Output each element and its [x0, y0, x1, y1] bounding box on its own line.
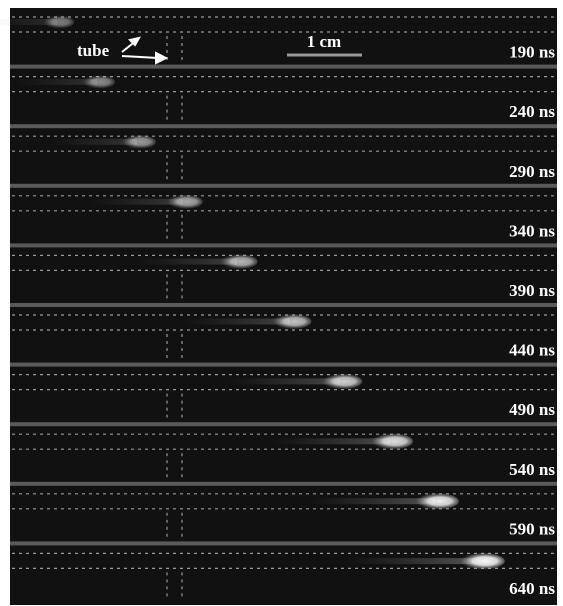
time-label: 240 ns	[509, 102, 555, 121]
time-label: 540 ns	[509, 460, 555, 479]
bullet-head	[411, 492, 459, 510]
bullet-head	[118, 134, 156, 150]
bullet-head	[317, 373, 363, 390]
separator	[10, 124, 557, 129]
bullet-head	[455, 552, 505, 570]
separator	[10, 243, 557, 248]
bullet-head	[163, 194, 203, 210]
bullet-tail	[184, 318, 290, 325]
bullet-tail	[349, 558, 480, 565]
time-label: 340 ns	[509, 221, 555, 240]
bullet-tail	[50, 138, 137, 145]
separator	[10, 64, 557, 69]
bullet-tail	[310, 498, 435, 505]
separator	[10, 481, 557, 486]
time-label: 290 ns	[509, 162, 555, 181]
bullet-tail	[16, 78, 98, 85]
separator	[10, 183, 557, 188]
time-label: 190 ns	[509, 43, 555, 62]
time-label: 440 ns	[509, 341, 555, 360]
scale-label: 1 cm	[307, 32, 341, 51]
separator	[10, 541, 557, 546]
time-label: 590 ns	[509, 519, 555, 538]
bullet-head	[39, 15, 75, 29]
time-label: 390 ns	[509, 281, 555, 300]
bullet-head	[216, 253, 258, 270]
time-label: 640 ns	[509, 579, 555, 598]
bullet-tail	[137, 258, 237, 265]
separator	[10, 303, 557, 307]
bullet-head	[366, 433, 414, 450]
bullet-tail	[90, 198, 183, 205]
separator	[10, 362, 557, 367]
tube-label: tube	[77, 41, 110, 60]
bullet-head	[78, 74, 116, 89]
bullet-tail	[0, 19, 57, 25]
separator	[10, 422, 557, 427]
time-label: 490 ns	[509, 400, 555, 419]
bullet-tail	[228, 378, 340, 385]
frames: 190 ns 240 ns 290 ns 340 ns 390 ns 440 ns 490 …	[0, 15, 557, 600]
tube-arrows	[121, 36, 169, 65]
bullet-head	[268, 313, 312, 330]
bullet-tail	[271, 438, 390, 445]
